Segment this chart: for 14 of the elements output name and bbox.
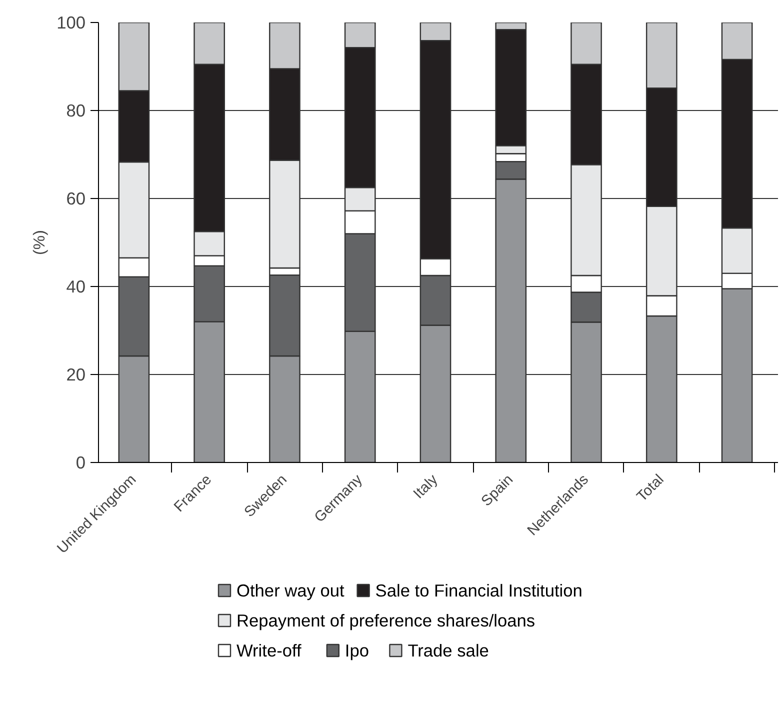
y-tick-label: 60	[66, 188, 86, 208]
y-tick-label: 20	[66, 364, 86, 384]
legend-label: Ipo	[344, 640, 369, 660]
legend-label: Other way out	[236, 580, 345, 600]
y-tick-label: 100	[56, 12, 86, 32]
legend-label: Write-off	[236, 640, 302, 660]
y-tick-label: 0	[76, 452, 86, 472]
x-tick-label: Italy	[410, 471, 442, 502]
y-tick-label: 80	[66, 100, 86, 120]
y-tick-label: 40	[66, 276, 86, 296]
legend-label: Sale to Financial Institution	[375, 580, 582, 600]
legend-label: Trade sale	[408, 640, 489, 660]
y-axis-title: (%)	[32, 230, 49, 255]
legend-label: Repayment of preference shares/loans	[236, 610, 536, 630]
